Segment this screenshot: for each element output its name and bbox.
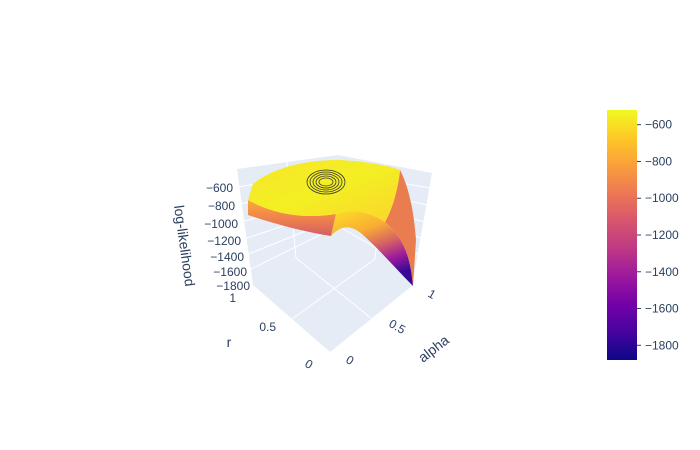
floor-plane (253, 232, 412, 352)
alpha-tick: 0 (344, 352, 357, 368)
colorbar-tick-label: −1600 (645, 302, 679, 316)
colorbar-tick-label: −1000 (645, 191, 679, 205)
z-tick: −600 (206, 181, 233, 195)
z-tick: −1600 (213, 265, 247, 279)
z-tick-labels: −600 −800 −1000 −1200 −1400 −1600 −1800 (204, 181, 250, 293)
colorbar-tick-label: −800 (645, 154, 672, 168)
colorbar-tick-label: −600 (645, 118, 672, 132)
colorbar-tick-label: −1800 (645, 338, 679, 352)
surface-top (248, 160, 400, 222)
contour-lines (306, 169, 346, 195)
colorbar (607, 110, 637, 360)
alpha-tick: 1 (426, 286, 439, 302)
colorbar-tick-label: −1400 (645, 265, 679, 279)
z-tick: −1000 (204, 217, 238, 231)
z-tick: −1200 (207, 234, 241, 248)
z-tick: −1400 (210, 250, 244, 264)
r-tick: 0 (303, 356, 316, 372)
surface-side-face (385, 170, 416, 286)
z-tick: −800 (208, 199, 235, 213)
z-tick: −1800 (216, 279, 250, 293)
surface-left-face (248, 200, 336, 236)
alpha-tick: 0.5 (387, 316, 409, 337)
z-axis-title: log-likelihood (171, 204, 198, 287)
r-tick: 1 (229, 291, 236, 305)
r-tick: 0.5 (259, 320, 276, 334)
alpha-axis-title: alpha (415, 332, 452, 366)
colorbar-ticks: −600 −800 −1000 −1200 −1400 −1600 −1800 (637, 118, 679, 352)
surface-right-face (331, 211, 413, 286)
r-axis-title: r (227, 334, 232, 350)
colorbar-tick-label: −1200 (645, 228, 679, 242)
